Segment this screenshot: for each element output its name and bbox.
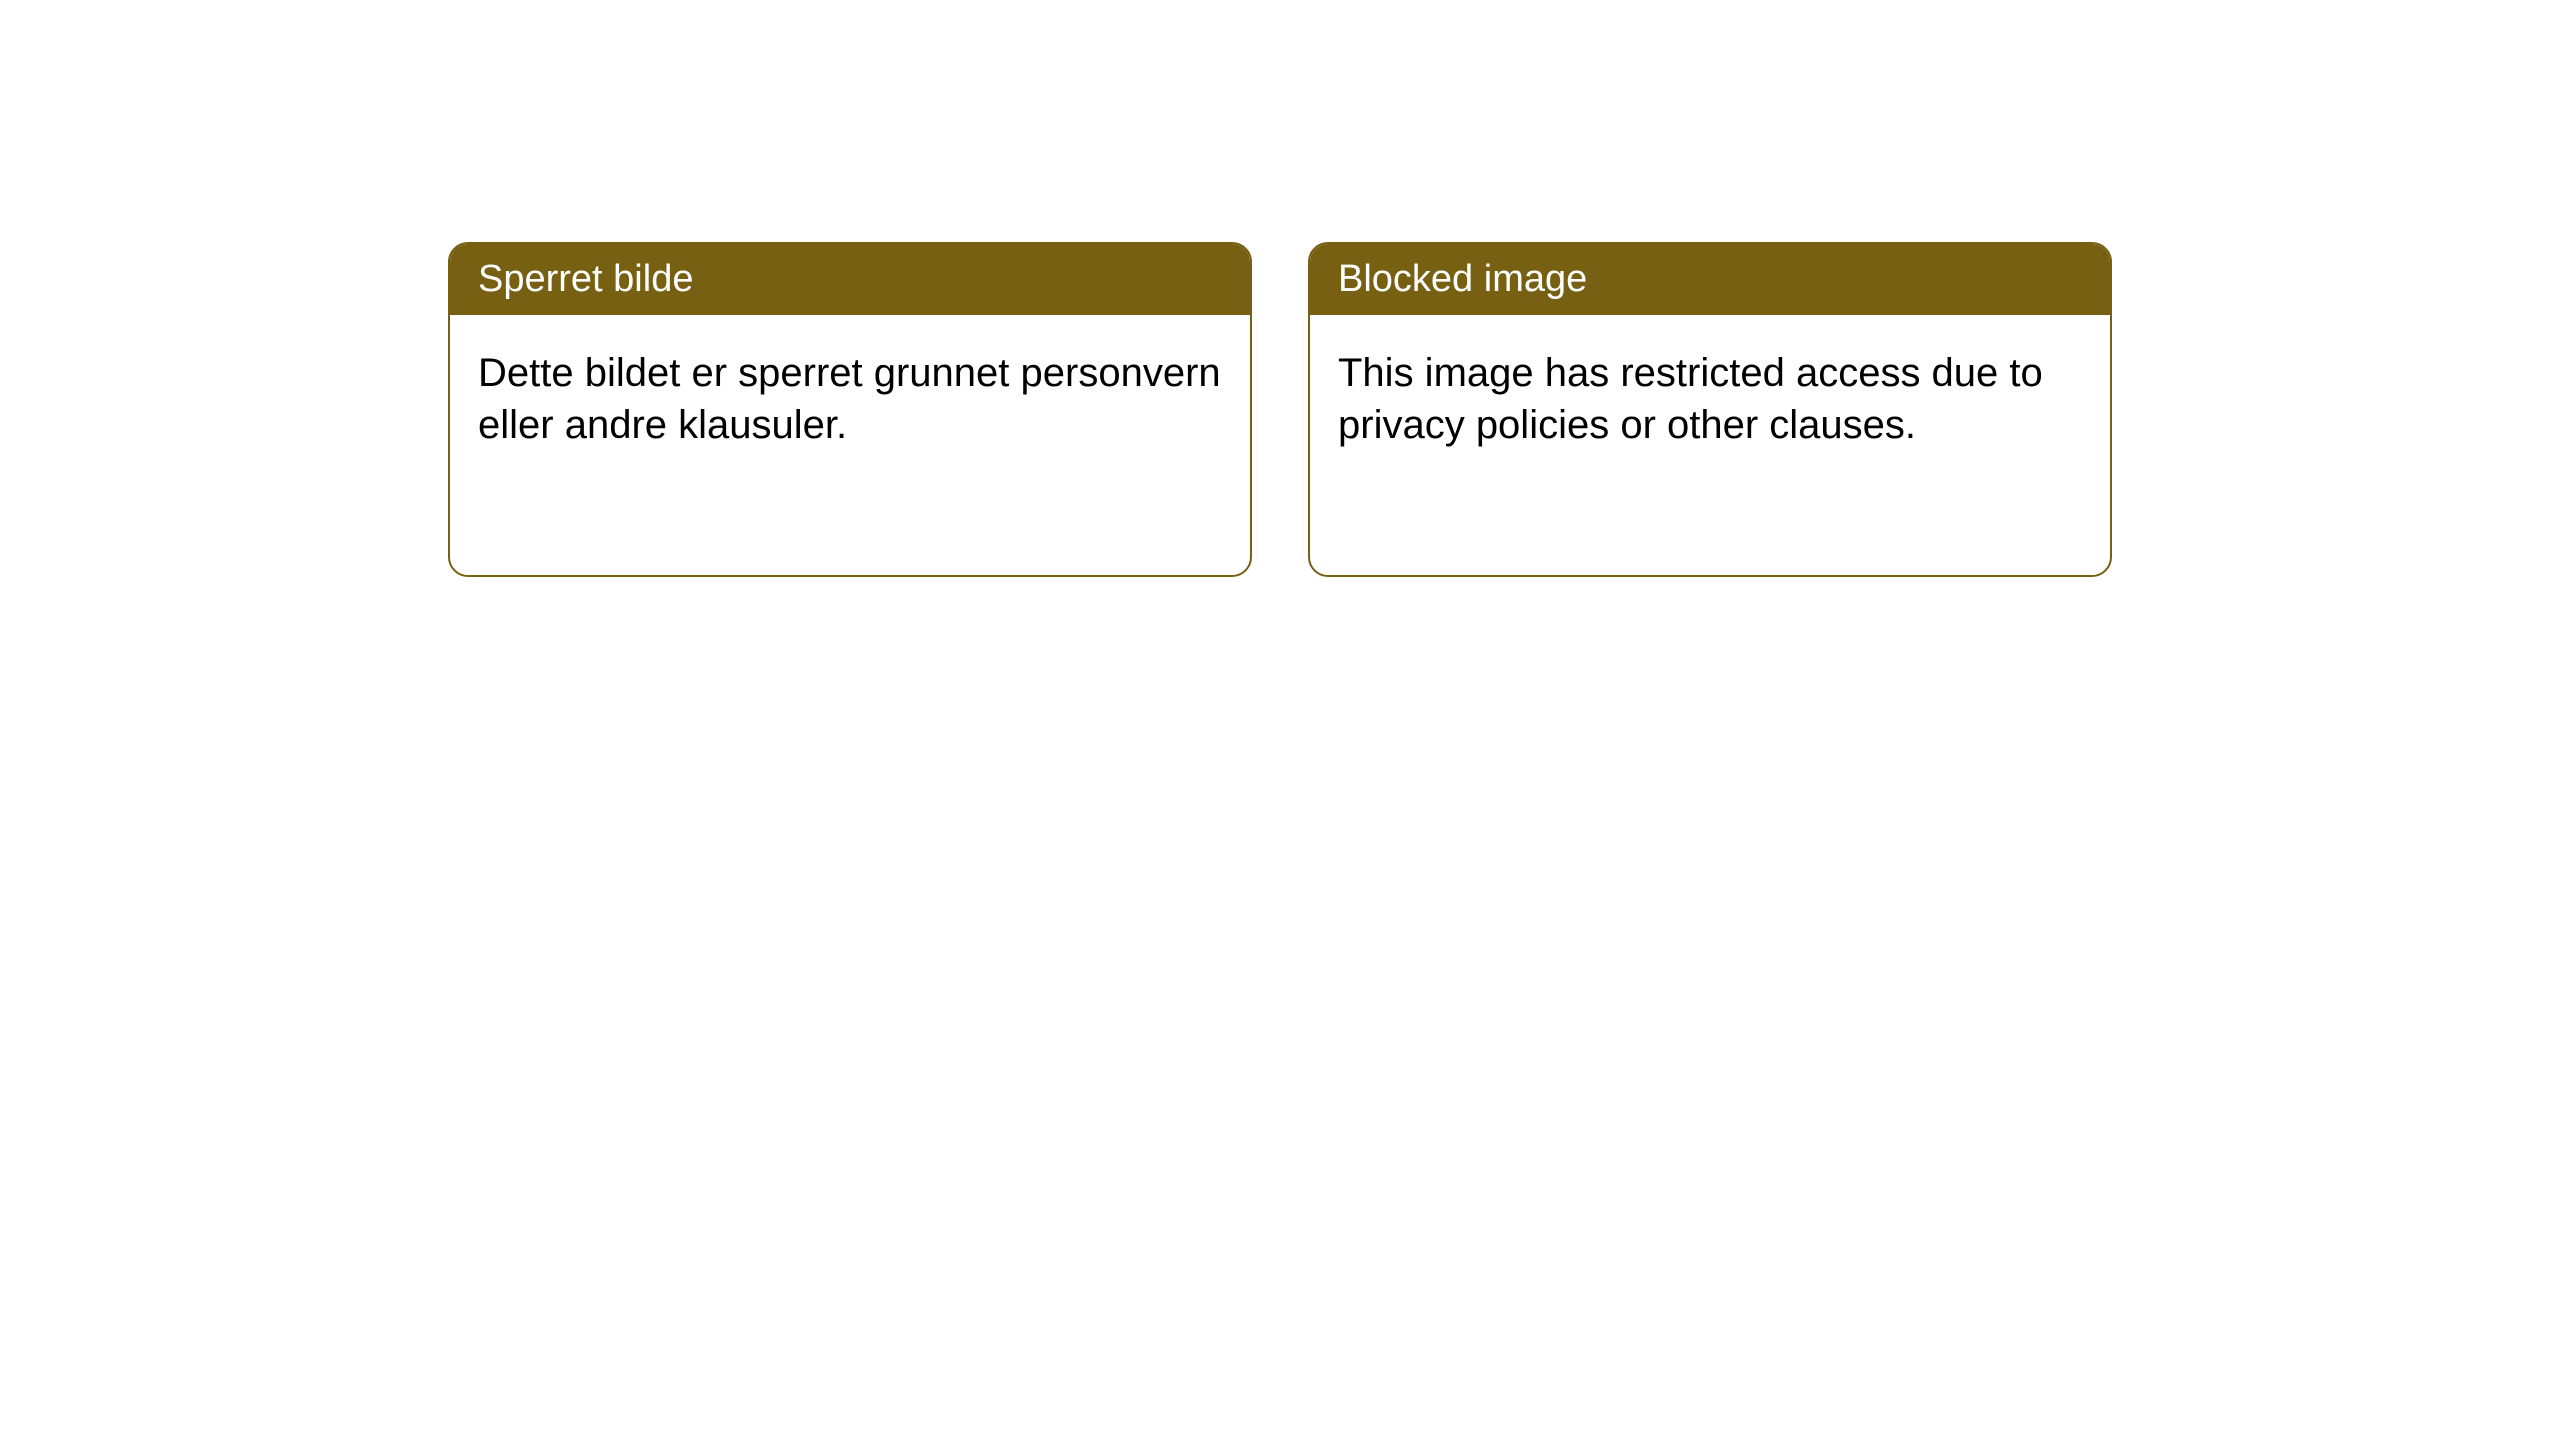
notice-header: Blocked image	[1310, 244, 2110, 315]
notice-card-norwegian: Sperret bilde Dette bildet er sperret gr…	[448, 242, 1252, 577]
notice-container: Sperret bilde Dette bildet er sperret gr…	[0, 0, 2560, 577]
notice-body: This image has restricted access due to …	[1310, 315, 2110, 483]
notice-card-english: Blocked image This image has restricted …	[1308, 242, 2112, 577]
notice-header: Sperret bilde	[450, 244, 1250, 315]
notice-body: Dette bildet er sperret grunnet personve…	[450, 315, 1250, 483]
